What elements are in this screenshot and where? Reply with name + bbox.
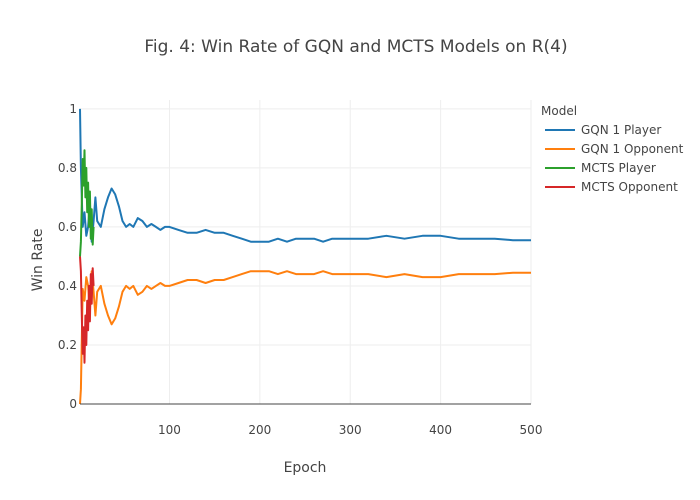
legend-title: Model <box>541 104 577 118</box>
x-tick-label: 500 <box>520 423 543 437</box>
series-line-gqn-1-player <box>79 108 531 243</box>
legend-item-mcts-opponent[interactable]: MCTS Opponent <box>545 180 678 194</box>
series-line-mcts-player <box>79 149 95 257</box>
x-tick-label: 200 <box>248 423 271 437</box>
y-tick-label: 0.6 <box>58 220 77 234</box>
plot-area <box>79 108 531 405</box>
y-axis-title: Win Rate <box>30 229 46 292</box>
y-tick-label: 1 <box>69 102 77 116</box>
axes: 100 200 300 400 500 0 0.2 0.4 0.6 0.8 1 <box>58 102 543 437</box>
legend-label: MCTS Opponent <box>581 180 678 194</box>
x-tick-label: 300 <box>339 423 362 437</box>
series-line-mcts-opponent <box>79 256 95 364</box>
y-tick-label: 0 <box>69 397 77 411</box>
x-axis-title: Epoch <box>284 460 327 476</box>
x-tick-label: 400 <box>429 423 452 437</box>
x-tick-label: 100 <box>158 423 181 437</box>
y-tick-label: 0.2 <box>58 338 77 352</box>
series-line-gqn-1-opponent <box>79 270 531 405</box>
chart-title: Fig. 4: Win Rate of GQN and MCTS Models … <box>144 37 567 57</box>
legend-label: GQN 1 Opponent <box>581 142 684 156</box>
legend-item-gqn-1-opponent[interactable]: GQN 1 Opponent <box>545 142 684 156</box>
legend-item-gqn-1-player[interactable]: GQN 1 Player <box>545 123 661 137</box>
y-tick-label: 0.4 <box>58 279 77 293</box>
legend-label: GQN 1 Player <box>581 123 661 137</box>
legend-item-mcts-player[interactable]: MCTS Player <box>545 161 656 175</box>
legend: Model GQN 1 Player GQN 1 Opponent MCTS Pla… <box>541 104 684 194</box>
grid <box>80 100 532 404</box>
y-tick-label: 0.8 <box>58 161 77 175</box>
legend-label: MCTS Player <box>581 161 656 175</box>
